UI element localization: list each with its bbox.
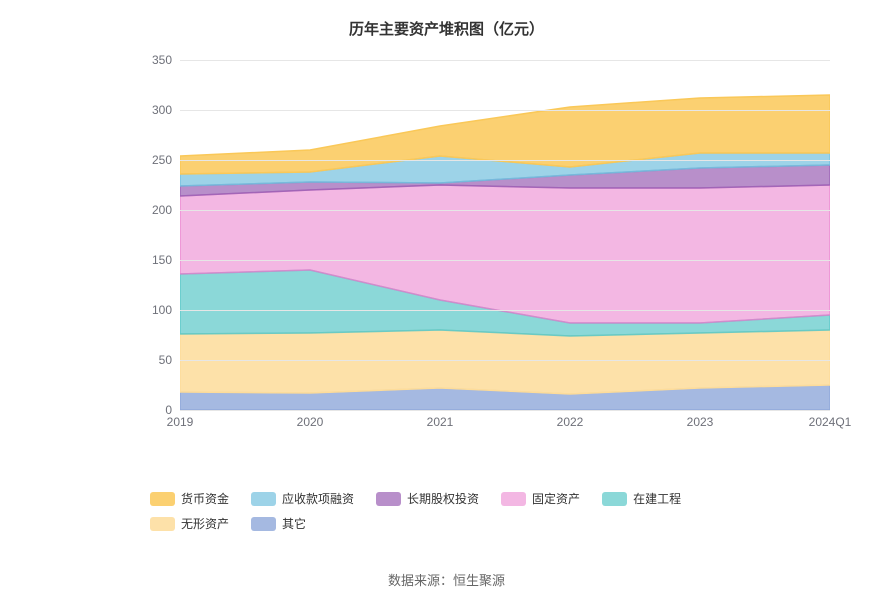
legend-swatch [251, 492, 276, 506]
chart-title: 历年主要资产堆积图（亿元） [0, 0, 893, 39]
chart-container: 历年主要资产堆积图（亿元） 05010015020025030035020192… [0, 0, 893, 603]
legend-label: 长期股权投资 [407, 490, 479, 507]
legend-item[interactable]: 应收款项融资 [251, 490, 354, 507]
y-axis-label: 300 [132, 103, 172, 117]
y-axis-label: 200 [132, 203, 172, 217]
x-axis-label: 2020 [297, 415, 324, 429]
legend: 货币资金 应收款项融资 长期股权投资 固定资产 在建工程无形资产 其它 [150, 490, 750, 532]
gridline [180, 110, 830, 111]
data-source-label: 数据来源：恒生聚源 [0, 570, 893, 589]
legend-label: 应收款项融资 [282, 490, 354, 507]
legend-label: 货币资金 [181, 490, 229, 507]
legend-label: 固定资产 [532, 490, 580, 507]
gridline [180, 60, 830, 61]
legend-item[interactable]: 长期股权投资 [376, 490, 479, 507]
legend-item[interactable]: 货币资金 [150, 490, 229, 507]
stacked-area-svg [180, 60, 830, 410]
legend-item[interactable]: 其它 [251, 515, 306, 532]
x-axis-label: 2024Q1 [809, 415, 852, 429]
y-axis-label: 50 [132, 353, 172, 367]
gridline [180, 160, 830, 161]
legend-swatch [150, 517, 175, 531]
y-axis-label: 150 [132, 253, 172, 267]
y-axis-label: 350 [132, 53, 172, 67]
legend-item[interactable]: 在建工程 [602, 490, 681, 507]
legend-item[interactable]: 固定资产 [501, 490, 580, 507]
gridline [180, 410, 830, 411]
chart-area: 0501001502002503003502019202020212022202… [130, 60, 830, 440]
legend-label: 在建工程 [633, 490, 681, 507]
legend-swatch [602, 492, 627, 506]
x-axis-label: 2021 [427, 415, 454, 429]
gridline [180, 310, 830, 311]
legend-label: 其它 [282, 515, 306, 532]
legend-swatch [501, 492, 526, 506]
gridline [180, 210, 830, 211]
x-axis-label: 2019 [167, 415, 194, 429]
y-axis-label: 100 [132, 303, 172, 317]
legend-swatch [150, 492, 175, 506]
gridline [180, 260, 830, 261]
legend-label: 无形资产 [181, 515, 229, 532]
legend-swatch [376, 492, 401, 506]
gridline [180, 360, 830, 361]
area-series [180, 330, 830, 394]
legend-item[interactable]: 无形资产 [150, 515, 229, 532]
x-axis-label: 2023 [687, 415, 714, 429]
plot-area [180, 60, 830, 410]
legend-swatch [251, 517, 276, 531]
y-axis-label: 250 [132, 153, 172, 167]
x-axis-label: 2022 [557, 415, 584, 429]
